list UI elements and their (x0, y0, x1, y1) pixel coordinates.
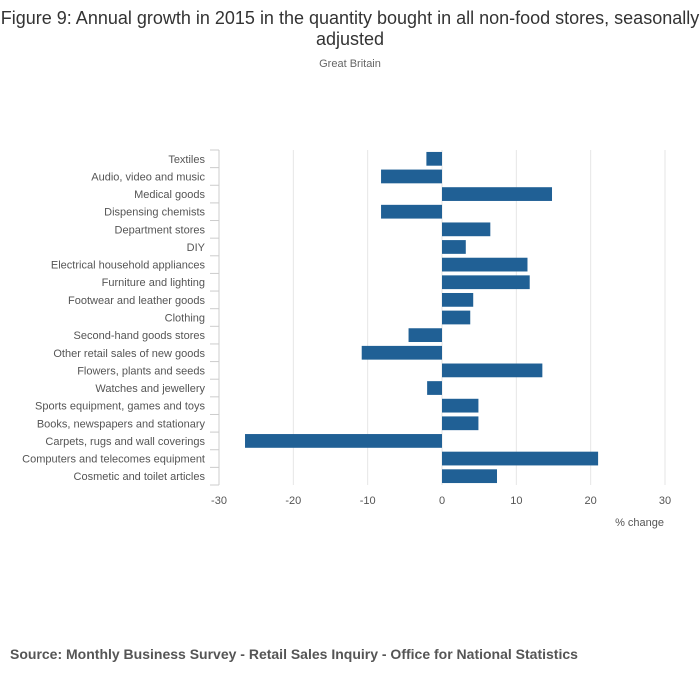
bar-layer (245, 151, 599, 484)
category-label: Dispensing chemists (104, 207, 205, 219)
x-tick-label: 10 (510, 495, 522, 507)
x-tick-label: 30 (659, 495, 671, 507)
label-layer: Textiles Audio, video and music Medical go… (22, 154, 205, 483)
bar (442, 292, 474, 307)
category-label: Electrical household appliances (51, 260, 206, 272)
category-label: Flowers, plants and seeds (77, 365, 205, 377)
bar (408, 328, 442, 343)
chart-title: Figure 9: Annual growth in 2015 in the q… (0, 8, 700, 49)
grid-layer (292, 150, 666, 485)
x-tick-label: 20 (585, 495, 597, 507)
bar (442, 310, 471, 325)
x-tick-label: -20 (285, 495, 301, 507)
category-label: Department stores (115, 224, 206, 236)
category-label: Medical goods (134, 189, 205, 201)
bar (427, 381, 442, 395)
category-label: Watches and jewellery (95, 383, 205, 395)
x-tick-label: 0 (439, 495, 445, 507)
bar (442, 416, 479, 431)
x-tick-label: -10 (360, 495, 376, 507)
bar (442, 187, 553, 201)
axis-layer: -30 -20 -10 0 10 20 30 (210, 149, 671, 507)
x-axis-label: % change (615, 517, 664, 529)
category-label: DIY (187, 242, 206, 254)
bar (442, 469, 498, 484)
bar (442, 257, 528, 272)
bar (442, 275, 530, 290)
category-label: Clothing (165, 313, 205, 325)
bar (442, 398, 479, 413)
chart-subtitle: Great Britain (319, 58, 381, 70)
bar (442, 240, 466, 254)
category-label: Cosmetic and toilet articles (74, 471, 206, 483)
bar (381, 169, 442, 184)
bar (381, 204, 442, 219)
category-label: Furniture and lighting (102, 277, 205, 289)
category-label: Sports equipment, games and toys (35, 401, 205, 413)
bar (361, 345, 442, 360)
category-label: Carpets, rugs and wall coverings (45, 436, 205, 448)
category-label: Second-hand goods stores (74, 330, 206, 342)
bar (426, 151, 442, 166)
category-label: Books, newspapers and stationary (37, 418, 206, 430)
bar (442, 451, 599, 466)
bar (245, 434, 442, 448)
category-label: Audio, video and music (91, 171, 205, 183)
bar (442, 222, 491, 237)
category-label: Footwear and leather goods (68, 295, 205, 307)
x-tick-label: -30 (211, 495, 227, 507)
bar (442, 363, 543, 378)
category-label: Computers and telecomes equipment (22, 454, 205, 466)
category-label: Other retail sales of new goods (53, 348, 205, 360)
category-label: Textiles (168, 154, 205, 166)
source-note: Source: Monthly Business Survey - Retail… (10, 646, 578, 662)
